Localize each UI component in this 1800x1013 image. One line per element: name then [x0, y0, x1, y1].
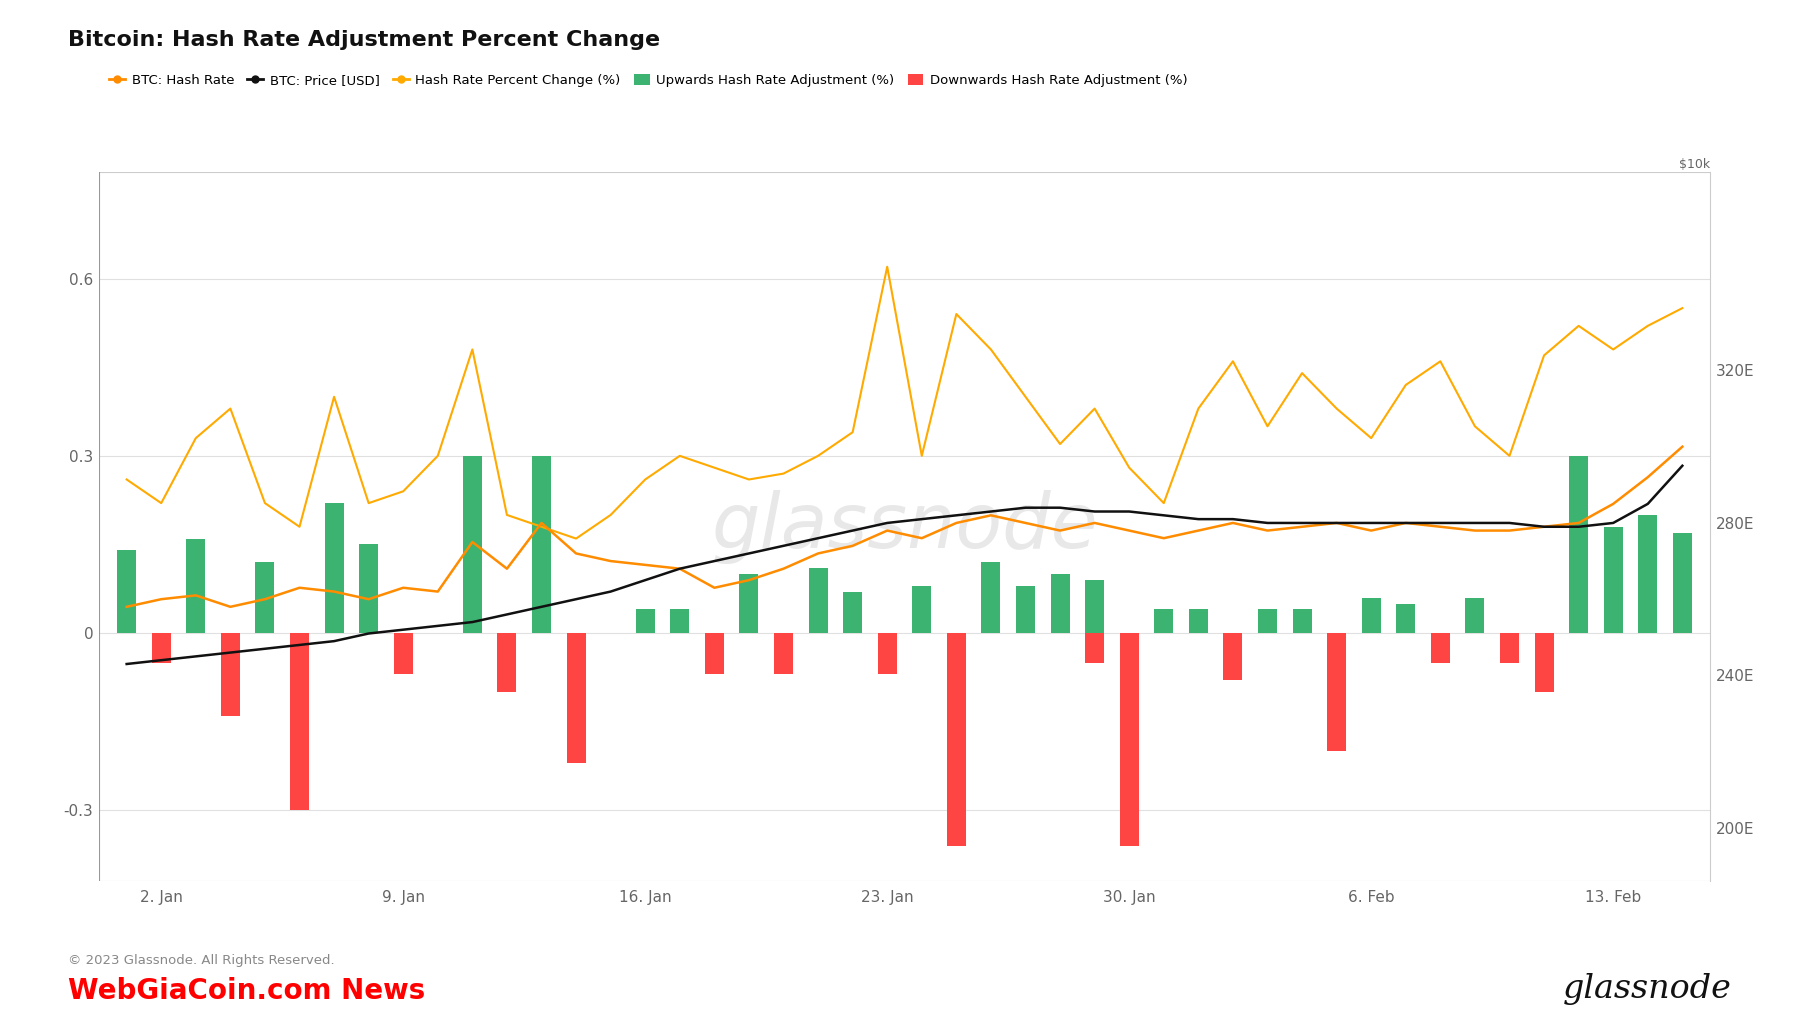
Text: $10k: $10k [1679, 158, 1710, 171]
Bar [497, 633, 517, 692]
Bar [878, 633, 896, 675]
Bar [1224, 633, 1242, 681]
Bar [1188, 610, 1208, 633]
Bar [290, 633, 310, 810]
Bar [635, 610, 655, 633]
Bar [1672, 533, 1692, 633]
Bar [463, 456, 482, 633]
Bar [808, 568, 828, 633]
Bar [256, 562, 274, 633]
Bar [774, 633, 794, 675]
Text: glassnode: glassnode [1562, 972, 1732, 1005]
Bar [1638, 515, 1658, 633]
Bar [1292, 610, 1312, 633]
Bar [1465, 598, 1485, 633]
Bar [706, 633, 724, 675]
Bar [842, 592, 862, 633]
Bar [360, 545, 378, 633]
Bar [324, 503, 344, 633]
Bar [1431, 633, 1449, 663]
Bar [1051, 574, 1069, 633]
Text: glassnode: glassnode [711, 489, 1098, 564]
Bar [1120, 633, 1139, 846]
Bar [117, 550, 137, 633]
Bar [1570, 456, 1588, 633]
Bar [1015, 586, 1035, 633]
Bar [913, 586, 931, 633]
Bar [151, 633, 171, 663]
Bar [740, 574, 758, 633]
Bar [1535, 633, 1553, 692]
Text: Bitcoin: Hash Rate Adjustment Percent Change: Bitcoin: Hash Rate Adjustment Percent Ch… [68, 30, 661, 51]
Bar [1258, 610, 1276, 633]
Bar [1085, 579, 1103, 633]
Bar [1604, 527, 1624, 633]
Bar [1499, 633, 1519, 663]
Bar [947, 633, 967, 846]
Bar [533, 456, 551, 633]
Legend: BTC: Hash Rate, BTC: Price [USD], Hash Rate Percent Change (%), Upwards Hash Rat: BTC: Hash Rate, BTC: Price [USD], Hash R… [104, 69, 1193, 92]
Text: WebGiaCoin.com News: WebGiaCoin.com News [68, 977, 425, 1005]
Text: © 2023 Glassnode. All Rights Reserved.: © 2023 Glassnode. All Rights Reserved. [68, 954, 335, 967]
Bar [567, 633, 585, 763]
Bar [1397, 604, 1415, 633]
Bar [221, 633, 239, 716]
Bar [670, 610, 689, 633]
Bar [1327, 633, 1346, 752]
Bar [1361, 598, 1381, 633]
Bar [981, 562, 1001, 633]
Bar [394, 633, 412, 675]
Bar [1154, 610, 1174, 633]
Bar [1085, 633, 1103, 663]
Bar [185, 539, 205, 633]
